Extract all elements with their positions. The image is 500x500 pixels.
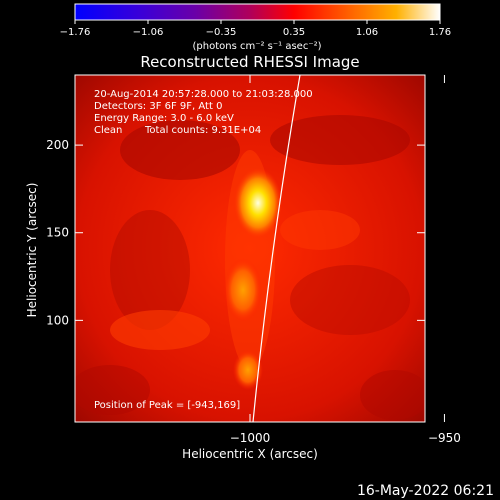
source-lower — [233, 350, 263, 390]
colorbar-tick-label: −1.06 — [133, 27, 164, 38]
x-tick-label: −1000 — [230, 431, 271, 445]
y-axis: 100 150 200 — [46, 138, 425, 327]
colorbar-tick-label: 1.06 — [356, 27, 378, 38]
colorbar-tick-label: 0.35 — [283, 27, 305, 38]
y-axis-label: Heliocentric Y (arcsec) — [25, 183, 39, 318]
chart-title: Reconstructed RHESSI Image — [140, 53, 359, 71]
colorbar-tick-label: 1.76 — [429, 27, 451, 38]
heatmap — [75, 75, 425, 422]
footer-date: 16-May-2022 06:21 — [357, 483, 494, 499]
colorbar — [74, 3, 441, 21]
annotation-method: Clean — [94, 125, 122, 136]
colorbar-ticks — [74, 20, 441, 24]
source-middle — [224, 258, 262, 322]
annotation-energy: Energy Range: 3.0 - 6.0 keV — [94, 113, 234, 124]
colorbar-tick-label: −1.76 — [60, 27, 91, 38]
colorbar-unit: (photons cm⁻² s⁻¹ asec⁻²) — [192, 41, 321, 52]
annotation-peak: Position of Peak = [-943,169] — [94, 400, 240, 411]
solar-limb — [252, 75, 301, 422]
y-tick-label: 100 — [46, 313, 69, 327]
colorbar-tick-label: −0.35 — [206, 27, 237, 38]
y-tick-label: 150 — [46, 226, 69, 240]
source-peak — [234, 168, 282, 238]
x-tick-label: −950 — [428, 431, 461, 445]
x-axis: −1000−950−900 — [230, 75, 461, 445]
y-tick-label: 200 — [46, 138, 69, 152]
annotation-time-range: 20-Aug-2014 20:57:28.000 to 21:03:28.000 — [94, 89, 313, 100]
annotation-total-counts: Total counts: 9.31E+04 — [144, 125, 261, 136]
x-axis-label: Heliocentric X (arcsec) — [182, 447, 318, 461]
annotation-detectors: Detectors: 3F 6F 9F, Att 0 — [94, 101, 222, 112]
